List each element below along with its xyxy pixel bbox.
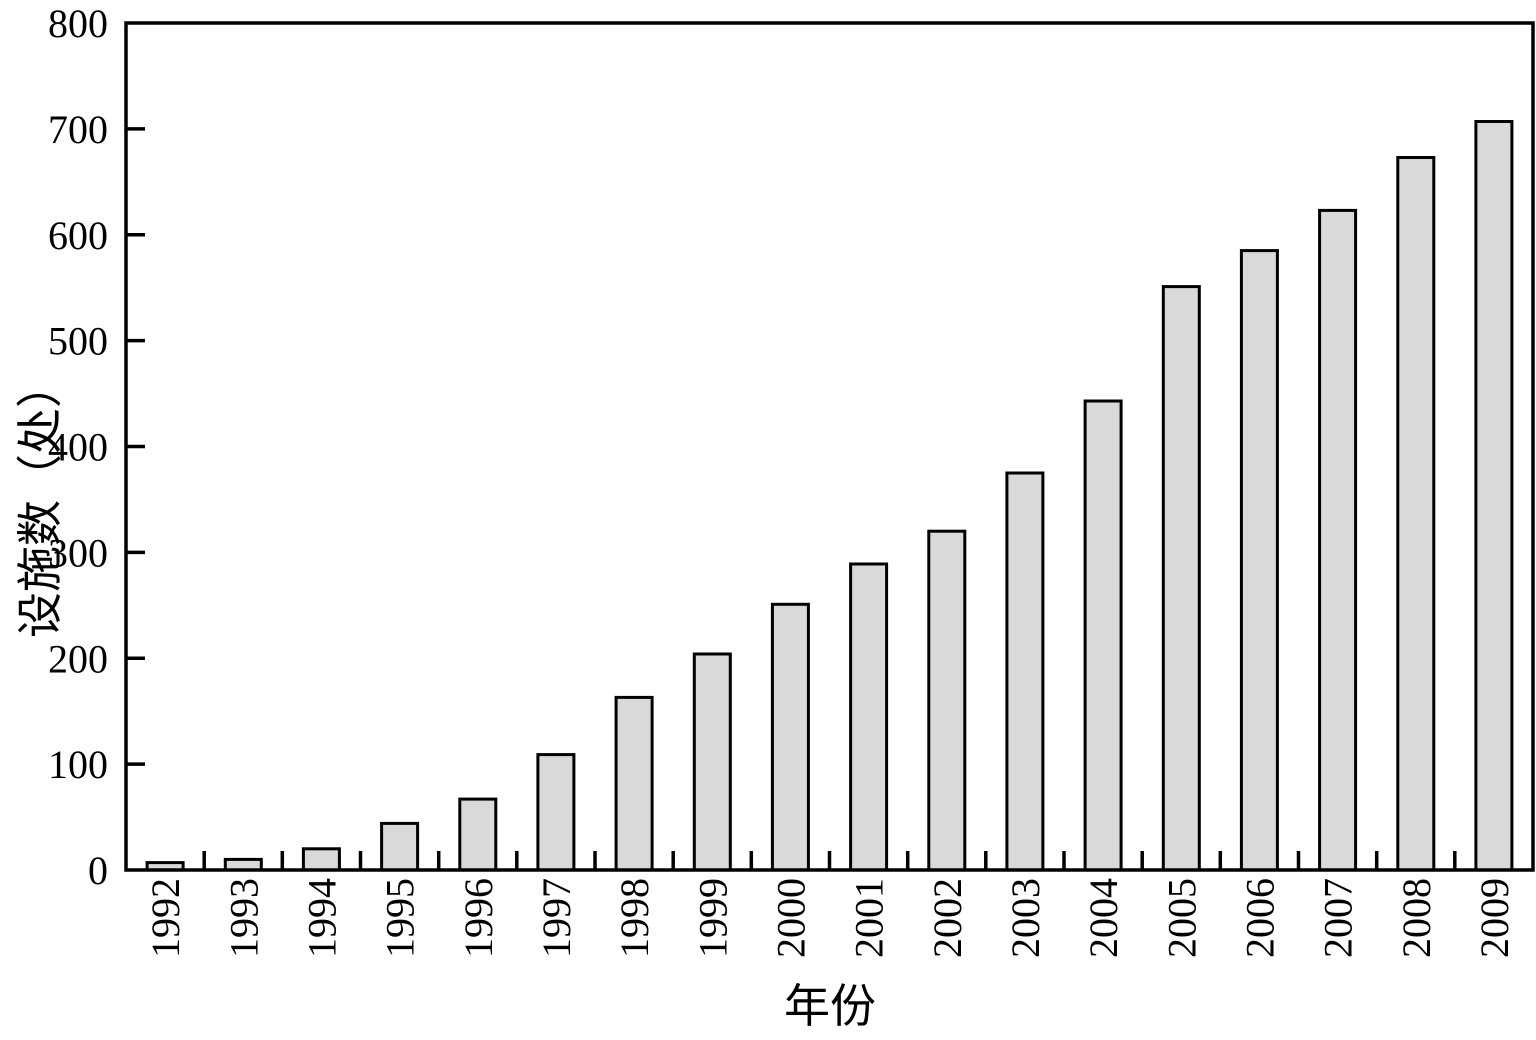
x-tick-label-2000: 2000 xyxy=(768,878,813,958)
x-tick-label-2001: 2001 xyxy=(847,878,892,958)
axes-layer xyxy=(124,21,1535,872)
bar-2002 xyxy=(927,529,967,872)
bar-1996 xyxy=(458,797,498,872)
x-tick-label-1993: 1993 xyxy=(221,878,266,958)
y-axis-title: 设施数（处） xyxy=(15,362,66,638)
bar-1994 xyxy=(301,847,341,872)
x-tick-label-1996: 1996 xyxy=(456,878,501,958)
bar-2009 xyxy=(1474,120,1514,872)
bar-1999 xyxy=(692,652,732,872)
bar-2008 xyxy=(1396,156,1436,872)
y-tick-label-500: 500 xyxy=(48,319,108,364)
x-axis-title: 年份 xyxy=(784,981,876,1032)
x-tick-label-1997: 1997 xyxy=(534,878,579,958)
x-tick-label-1992: 1992 xyxy=(143,878,188,958)
bar-2001 xyxy=(849,562,889,872)
y-tick-label-100: 100 xyxy=(48,742,108,787)
y-tick-label-800: 800 xyxy=(48,1,108,46)
x-tick-label-1995: 1995 xyxy=(378,878,423,958)
bar-2004 xyxy=(1083,399,1123,872)
x-tick-label-1994: 1994 xyxy=(299,878,344,958)
bar-1997 xyxy=(536,753,576,872)
x-tick-label-2005: 2005 xyxy=(1159,878,1204,958)
bar-2000 xyxy=(770,602,810,872)
y-tick-label-700: 700 xyxy=(48,107,108,152)
bar-2006 xyxy=(1239,249,1279,872)
x-tick-label-2002: 2002 xyxy=(925,878,970,958)
x-tick-label-2003: 2003 xyxy=(1003,878,1048,958)
x-tick-label-1999: 1999 xyxy=(690,878,735,958)
x-tick-label-2009: 2009 xyxy=(1472,878,1517,958)
x-tick-label-2006: 2006 xyxy=(1237,878,1282,958)
bar-2003 xyxy=(1005,471,1045,872)
bar-1998 xyxy=(614,695,654,872)
x-tick-label-1998: 1998 xyxy=(612,878,657,958)
bar-2005 xyxy=(1161,285,1201,872)
bar-2007 xyxy=(1318,208,1358,872)
x-tick-label-2004: 2004 xyxy=(1081,878,1126,958)
y-tick-label-600: 600 xyxy=(48,213,108,258)
y-tick-label-400: 400 xyxy=(48,425,108,470)
bar-1995 xyxy=(380,821,420,872)
x-tick-label-2008: 2008 xyxy=(1394,878,1439,958)
y-tick-label-300: 300 xyxy=(48,530,108,575)
x-tick-label-2007: 2007 xyxy=(1316,878,1361,958)
bars-layer xyxy=(145,120,1514,872)
y-tick-label-200: 200 xyxy=(48,636,108,681)
labels-layer: 0 100 200 300 400 500 600 700 800 1992 1993 1994 199… xyxy=(48,1,1517,958)
y-tick-label-0: 0 xyxy=(88,848,108,893)
